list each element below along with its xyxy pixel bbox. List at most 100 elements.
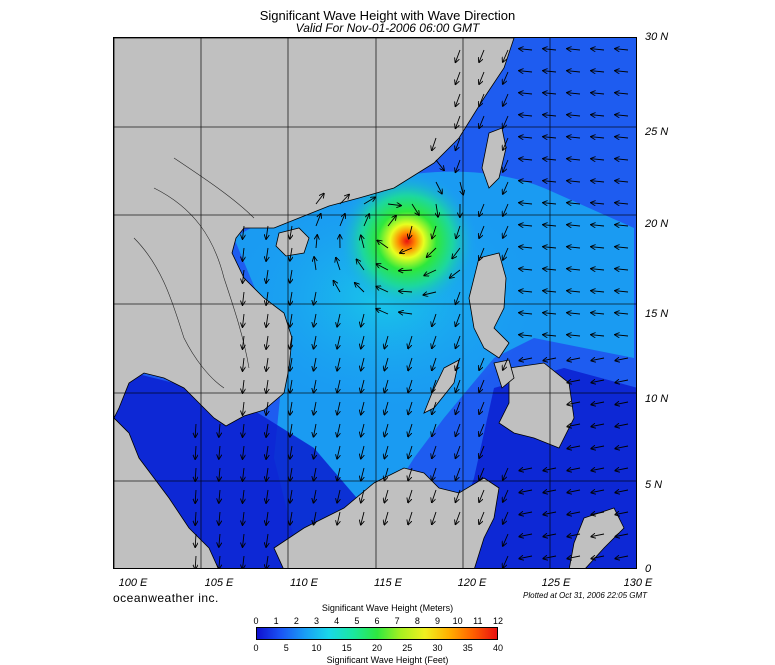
wave-direction-arrow [615, 269, 629, 270]
colorbar-meter-tick: 3 [313, 616, 320, 626]
wave-direction-arrow [615, 115, 629, 116]
wave-direction-arrow [355, 283, 365, 293]
wave-direction-arrow [314, 313, 317, 327]
wave-direction-arrow [543, 115, 557, 116]
wave-direction-arrow [376, 309, 389, 315]
wave-direction-arrow [519, 490, 533, 493]
wave-direction-arrow [591, 556, 605, 559]
wave-direction-arrow [543, 203, 557, 204]
wave-direction-arrow [591, 380, 605, 383]
wave-direction-arrow [591, 137, 605, 138]
wave-direction-arrow [456, 445, 461, 458]
wave-direction-arrow [361, 511, 364, 525]
wave-direction-arrow [591, 159, 605, 160]
colorbar-feet-tick: 15 [341, 643, 352, 653]
wave-direction-arrow [591, 534, 605, 537]
colorbar-feet-tick: 30 [432, 643, 443, 653]
wave-direction-arrow [384, 445, 389, 459]
wave-direction-arrow [266, 291, 268, 305]
wave-direction-arrow [591, 93, 605, 94]
land-hainan [275, 227, 310, 257]
wave-direction-arrow [519, 247, 533, 248]
wave-direction-arrow [243, 269, 245, 283]
wave-direction-arrow [361, 357, 364, 371]
wave-direction-arrow [543, 247, 557, 248]
wave-direction-arrow [479, 115, 485, 128]
lon-label-120e: 120 E [457, 577, 487, 589]
colorbar-meter-tick: 6 [374, 616, 380, 626]
wave-direction-arrow [479, 49, 485, 62]
lon-label-115e: 115 E [374, 577, 402, 589]
colorbar-feet-tick: 25 [402, 643, 413, 653]
wave-direction-arrow [503, 467, 509, 480]
wave-direction-arrow [543, 358, 557, 361]
wave-direction-arrow [503, 49, 509, 62]
wave-direction-arrow [408, 423, 413, 436]
wave-direction-arrow [543, 225, 557, 226]
wave-direction-arrow [519, 93, 533, 94]
wave-direction-arrow [479, 489, 485, 502]
wave-direction-arrow [384, 511, 389, 525]
wave-direction-arrow [243, 533, 245, 547]
wave-direction-arrow [567, 313, 581, 314]
wave-direction-arrows [195, 49, 629, 568]
wave-direction-arrow [479, 511, 485, 524]
wave-direction-arrow [219, 555, 220, 568]
colorbar-feet-tick: 10 [311, 643, 322, 653]
wave-direction-arrow [432, 357, 437, 370]
wave-direction-arrow [503, 489, 509, 502]
wave-direction-arrow [266, 269, 268, 283]
wave-direction-arrow [314, 401, 317, 415]
wave-direction-arrow [436, 203, 438, 217]
wave-direction-arrow [479, 71, 485, 84]
wave-direction-arrow [567, 556, 581, 559]
wave-direction-arrow [567, 247, 581, 248]
land-mindanao [498, 362, 575, 449]
land-mainland-asia [114, 38, 515, 427]
wave-direction-arrow [408, 335, 413, 348]
colorbar-meter-tick: 12 [492, 616, 504, 626]
wave-direction-arrow [591, 203, 605, 204]
wave-direction-arrow [615, 335, 629, 336]
wave-direction-arrow [432, 511, 437, 524]
wave-direction-arrow [503, 115, 509, 128]
wave-direction-arrow [543, 490, 557, 493]
wave-direction-arrow [361, 489, 364, 503]
wave-direction-arrow [427, 247, 437, 257]
wave-direction-arrow [266, 379, 268, 393]
wave-direction-arrow [591, 446, 605, 449]
wave-direction-arrow [456, 467, 461, 480]
wave-direction-arrow [615, 468, 629, 471]
wave-direction-arrow [266, 357, 268, 371]
wave-direction-arrow [432, 335, 437, 348]
wave-direction-arrow [543, 181, 557, 182]
wave-direction-arrow [543, 291, 557, 292]
wave-direction-arrow [615, 137, 629, 138]
wave-direction-arrow [243, 555, 245, 568]
wave-direction-arrow [219, 423, 220, 437]
wave-direction-arrow [591, 424, 605, 427]
wave-direction-arrow [266, 511, 268, 525]
wave-direction-arrow [456, 49, 461, 62]
wave-direction-arrow [432, 423, 437, 436]
wave-direction-arrow [195, 467, 196, 481]
wave-direction-arrow [503, 203, 509, 216]
wave-direction-arrow [479, 357, 485, 370]
wave-direction-arrow [615, 490, 629, 493]
wave-direction-arrow [519, 159, 533, 160]
wave-direction-arrow [361, 379, 364, 393]
wave-direction-arrow [591, 269, 605, 270]
wave-direction-arrow [519, 203, 533, 204]
wave-direction-arrow [479, 401, 485, 414]
wave-direction-arrow [519, 115, 533, 116]
wave-direction-arrow [479, 445, 485, 458]
wave-direction-arrow [432, 401, 437, 414]
wave-direction-arrow [456, 115, 461, 128]
wave-direction-arrow [519, 225, 533, 226]
wave-direction-arrow [567, 93, 581, 94]
wave-direction-arrow [266, 401, 268, 415]
lat-label-20n: 20 N [645, 218, 669, 230]
wave-direction-arrow [195, 445, 196, 459]
wave-direction-arrow [615, 534, 629, 537]
wave-direction-arrow [399, 270, 413, 271]
